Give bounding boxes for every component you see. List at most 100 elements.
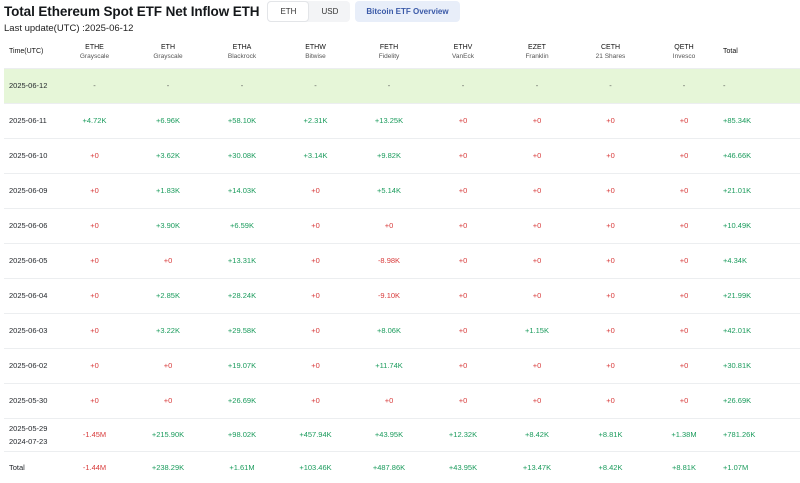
- table-cell: +0: [500, 138, 574, 174]
- table-cell: +5.14K: [352, 173, 426, 209]
- last-update: Last update(UTC) :2025-06-12: [4, 23, 133, 34]
- table-cell: -: [574, 68, 647, 104]
- table-cell: +6.59K: [205, 208, 279, 244]
- table-cell: +0: [279, 383, 352, 419]
- table-cell: +0: [574, 103, 647, 139]
- unit-toggle: ETH USD: [267, 0, 351, 22]
- eth-toggle-button[interactable]: ETH: [267, 0, 310, 22]
- table-cell: +0: [574, 278, 647, 314]
- table-cell: +0: [574, 313, 647, 349]
- table-cell: +0: [352, 383, 426, 419]
- column-header-eth: ETH Grayscale: [131, 36, 205, 69]
- table-cell: +0: [58, 313, 131, 349]
- table-cell: -: [205, 68, 279, 104]
- table-cell: +0: [279, 348, 352, 384]
- table-cell: +457.94K: [279, 418, 352, 452]
- table-cell: +0: [426, 313, 500, 349]
- table-cell: +0: [500, 173, 574, 209]
- table-cell: +3.14K: [279, 138, 352, 174]
- table-cell: +1.83K: [131, 173, 205, 209]
- column-header-ticker: Total: [723, 48, 738, 56]
- column-header-ticker: ETHV: [453, 43, 473, 51]
- last-update-value: 2025-06-12: [84, 23, 134, 34]
- table-cell: +0: [647, 348, 721, 384]
- table-cell: +0: [58, 173, 131, 209]
- table-cell: +0: [279, 208, 352, 244]
- table-cell: +8.42K: [574, 451, 647, 483]
- table-cell: +0: [647, 173, 721, 209]
- column-header-ticker: ETHA: [232, 43, 252, 51]
- row-date: 2025-06-05: [4, 243, 58, 279]
- table-header-row: Time(UTC) ETHE Grayscale ETH Grayscale ETHA Bl…: [4, 36, 800, 69]
- table-cell: +14.03K: [205, 173, 279, 209]
- table-cell: +0: [647, 138, 721, 174]
- row-total-value: +42.01K: [721, 313, 800, 349]
- table-cell: +0: [647, 208, 721, 244]
- table-cell: +0: [500, 103, 574, 139]
- page-header: Total Ethereum Spot ETF Net Inflow ETH E…: [4, 0, 800, 22]
- table-cell: +215.90K: [131, 418, 205, 452]
- column-header-ticker: EZET: [528, 43, 546, 51]
- row-date-range: 2025-05-29 2024-07-23: [4, 418, 58, 452]
- table-cell: +0: [58, 348, 131, 384]
- table-cell: +2.31K: [279, 103, 352, 139]
- row-total-value: +21.01K: [721, 173, 800, 209]
- row-date: 2025-05-30: [4, 383, 58, 419]
- bitcoin-etf-overview-button[interactable]: Bitcoin ETF Overview: [355, 0, 460, 22]
- column-header-ticker: ETHW: [305, 43, 326, 51]
- table-cell: +0: [647, 383, 721, 419]
- table-cell: +0: [58, 383, 131, 419]
- row-date-from: 2025-05-29: [9, 423, 48, 433]
- row-total-value: +4.34K: [721, 243, 800, 279]
- column-header-issuer: Grayscale: [153, 52, 183, 60]
- table-cell: +43.95K: [426, 451, 500, 483]
- table-cell: -8.98K: [352, 243, 426, 279]
- table-cell: +3.62K: [131, 138, 205, 174]
- table-row: 2025-06-06 +0 +3.90K +6.59K +0 +0 +0 +0 +0 +0 +10.…: [4, 208, 800, 244]
- column-header-ticker: CETH: [600, 43, 621, 51]
- last-update-label: Last update(UTC) :: [4, 23, 85, 34]
- table-cell: +2.85K: [131, 278, 205, 314]
- table-cell: -: [647, 68, 721, 104]
- table-cell: +0: [426, 103, 500, 139]
- page-title: Total Ethereum Spot ETF Net Inflow ETH: [4, 3, 260, 19]
- table-cell: +0: [426, 383, 500, 419]
- column-header-ticker: Time(UTC): [9, 48, 44, 56]
- table-cell: +0: [58, 278, 131, 314]
- table-cell: +0: [58, 208, 131, 244]
- column-header-issuer: Fidelity: [378, 52, 400, 60]
- table-cell: +0: [500, 348, 574, 384]
- table-cell: +13.31K: [205, 243, 279, 279]
- table-cell: +103.46K: [279, 451, 352, 483]
- table-cell: +0: [352, 208, 426, 244]
- usd-toggle-button[interactable]: USD: [321, 6, 339, 16]
- table-cell: +43.95K: [352, 418, 426, 452]
- table-cell: +0: [279, 243, 352, 279]
- table-row: 2025-06-02 +0 +0 +19.07K +0 +11.74K +0 +0 +0 +0 +3…: [4, 348, 800, 384]
- table-cell: +13.25K: [352, 103, 426, 139]
- column-header-issuer: Bitwise: [305, 52, 326, 60]
- table-cell: +0: [279, 173, 352, 209]
- table-cell: +487.86K: [352, 451, 426, 483]
- row-total-value: +10.49K: [721, 208, 800, 244]
- table-cell: +0: [426, 138, 500, 174]
- table-row-total: Total -1.44M +238.29K +1.61M +103.46K +487.86…: [4, 451, 800, 483]
- table-row: 2025-06-03 +0 +3.22K +29.58K +0 +8.06K +0 +1.15…: [4, 313, 800, 349]
- table-row: 2025-06-12- - - - - - - - - -: [4, 68, 800, 104]
- table-cell: +98.02K: [205, 418, 279, 452]
- table-cell: +0: [279, 313, 352, 349]
- column-header-total: Total: [721, 36, 800, 69]
- table-row-date-range: 2025-05-29 2024-07-23 -1.45M +215.90K +98.02…: [4, 418, 800, 452]
- column-header-ticker: ETHE: [85, 43, 104, 51]
- row-total-value: +30.81K: [721, 348, 800, 384]
- row-total-value: +26.69K: [721, 383, 800, 419]
- column-header-feth: FETH Fidelity: [352, 36, 426, 69]
- table-cell: +0: [279, 278, 352, 314]
- table-body: 2025-06-12- - - - - - - - - -2025-06-11 +4.72K +6.9…: [4, 68, 800, 483]
- table-row: 2025-05-30 +0 +0 +26.69K +0 +0 +0 +0 +0 +0 +26.69K: [4, 383, 800, 419]
- column-header-ezet: EZET Franklin: [500, 36, 574, 69]
- table-cell: -: [352, 68, 426, 104]
- table-cell: +4.72K: [58, 103, 131, 139]
- table-cell: +58.10K: [205, 103, 279, 139]
- table-cell: +0: [574, 348, 647, 384]
